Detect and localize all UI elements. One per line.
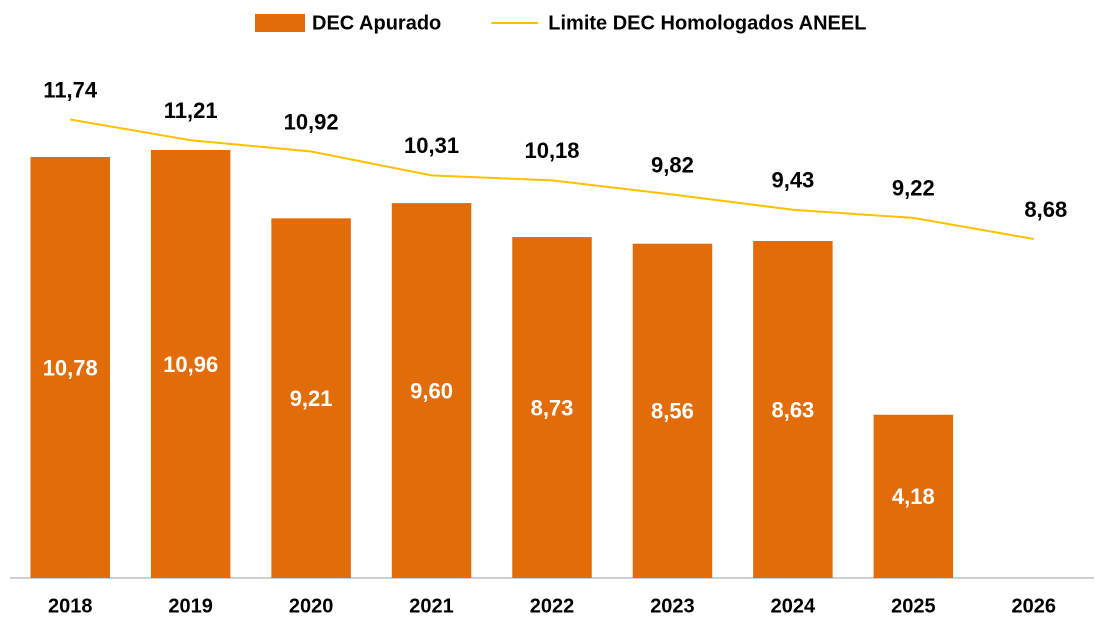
legend-swatch bbox=[255, 14, 305, 32]
bar bbox=[512, 237, 592, 578]
bar bbox=[753, 240, 833, 579]
bar-label: 8,73 bbox=[531, 395, 574, 420]
bar-label: 4,18 bbox=[892, 484, 935, 509]
legend-label: Limite DEC Homologados ANEEL bbox=[548, 12, 866, 34]
x-tick-label: 2025 bbox=[891, 595, 936, 617]
bar bbox=[30, 156, 110, 578]
line-label: 8,68 bbox=[1024, 197, 1067, 222]
x-tick-label: 2023 bbox=[650, 595, 695, 617]
line-label: 10,92 bbox=[284, 109, 339, 134]
bar-label: 8,56 bbox=[651, 399, 694, 424]
x-tick-label: 2026 bbox=[1012, 595, 1057, 617]
line-label: 9,43 bbox=[771, 168, 814, 193]
bar bbox=[632, 243, 713, 578]
x-tick-label: 2019 bbox=[168, 595, 213, 617]
bar bbox=[391, 203, 472, 578]
x-tick-label: 2021 bbox=[409, 595, 454, 617]
legend-label: DEC Apurado bbox=[312, 12, 441, 34]
bar-label: 8,63 bbox=[771, 397, 814, 422]
bar-label: 9,60 bbox=[410, 378, 453, 403]
bar-label: 10,78 bbox=[43, 355, 98, 380]
bar bbox=[873, 414, 954, 578]
line-label: 11,21 bbox=[164, 98, 218, 123]
x-tick-label: 2022 bbox=[530, 595, 575, 617]
line-label: 9,22 bbox=[892, 176, 935, 201]
line-label: 10,31 bbox=[404, 133, 459, 158]
bar bbox=[150, 149, 231, 578]
x-tick-label: 2018 bbox=[48, 595, 93, 617]
line-label: 11,74 bbox=[43, 77, 98, 102]
x-tick-label: 2020 bbox=[289, 595, 334, 617]
x-tick-label: 2024 bbox=[771, 595, 816, 617]
line-label: 9,82 bbox=[651, 152, 694, 177]
line-label: 10,18 bbox=[524, 138, 579, 163]
line bbox=[70, 118, 1034, 240]
bar bbox=[271, 218, 351, 578]
bar-label: 10,96 bbox=[163, 352, 218, 377]
bar-label: 9,21 bbox=[290, 386, 333, 411]
